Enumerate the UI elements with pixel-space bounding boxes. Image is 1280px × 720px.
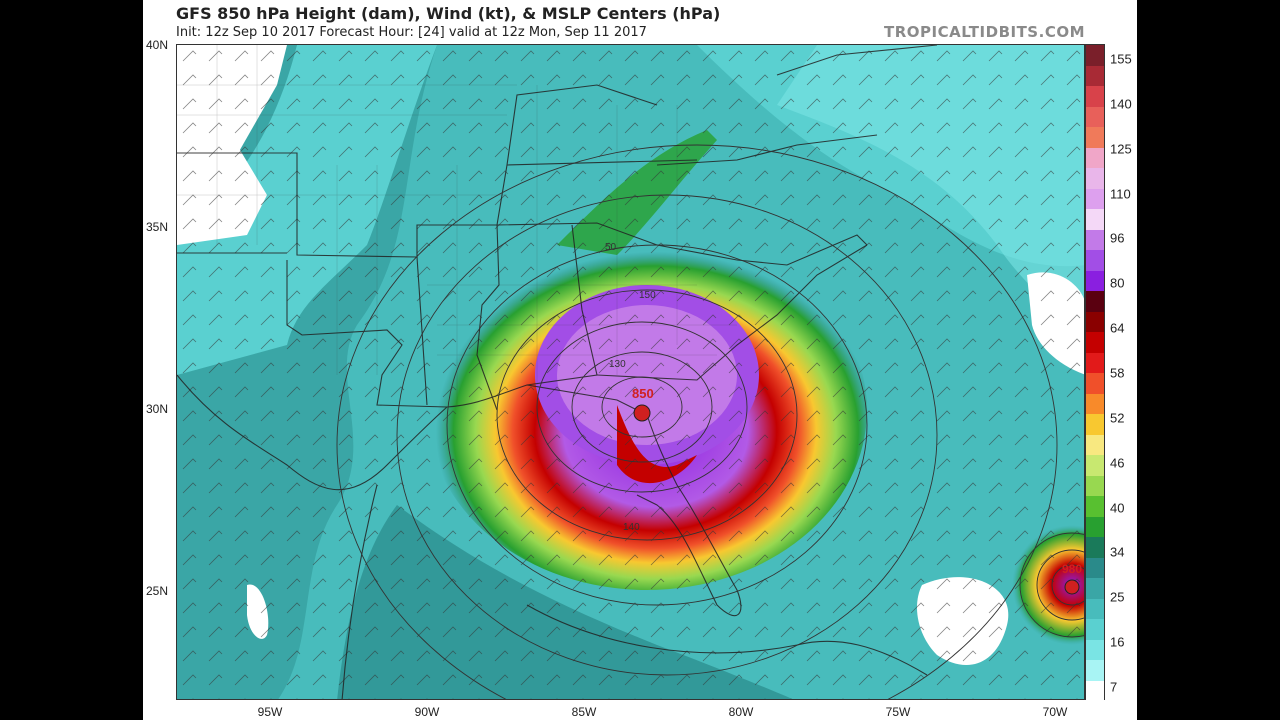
colorbar-swatch [1086, 250, 1104, 271]
colorbar-tick-label: 52 [1110, 410, 1125, 426]
lat-label-30n: 30N [146, 402, 169, 416]
colorbar-swatch [1086, 373, 1104, 394]
colorbar-tick-label: 96 [1110, 230, 1125, 246]
colorbar-swatch [1086, 516, 1104, 538]
colorbar-tick-label: 34 [1110, 544, 1125, 560]
colorbar-swatch [1086, 434, 1104, 456]
colorbar-swatch [1086, 209, 1104, 230]
contour-label: 150 [639, 290, 656, 301]
colorbar-swatch [1086, 311, 1104, 333]
brand-watermark: TROPICALTIDBITS.COM [884, 23, 1085, 41]
colorbar-swatch [1086, 537, 1104, 558]
colorbar-swatch [1086, 598, 1104, 620]
colorbar-swatch [1086, 270, 1104, 292]
colorbar-swatch [1086, 496, 1104, 517]
colorbar-tick-label: 155 [1110, 51, 1132, 67]
weather-map-svg: 130 140 850 980 50 150 [177, 45, 1084, 699]
wind-colorbar [1085, 44, 1105, 702]
storm-center-marker [1064, 579, 1080, 595]
colorbar-swatch [1086, 86, 1104, 107]
colorbar-swatch [1086, 352, 1104, 374]
contour-label: 140 [623, 522, 640, 533]
colorbar-tick-label: 80 [1110, 275, 1125, 291]
colorbar-swatch [1086, 639, 1104, 661]
lon-label-85w: 85W [571, 705, 597, 719]
colorbar-swatch [1086, 557, 1104, 579]
colorbar-tick-label: 64 [1110, 320, 1125, 336]
colorbar-tick-label: 46 [1110, 455, 1125, 471]
colorbar-swatch [1086, 475, 1104, 497]
contour-label: 50 [605, 242, 617, 253]
contour-label: 130 [609, 359, 626, 370]
colorbar-swatch [1086, 188, 1104, 210]
lon-label-95w: 95W [257, 705, 283, 719]
colorbar-tick-label: 125 [1110, 141, 1132, 157]
lon-label-80w: 80W [728, 705, 754, 719]
colorbar-tick-label: 16 [1110, 634, 1125, 650]
colorbar-swatch [1086, 332, 1104, 353]
colorbar-swatch [1086, 147, 1104, 169]
colorbar-swatch [1086, 106, 1104, 128]
colorbar-tick-label: 40 [1110, 500, 1125, 516]
pressure-label: 980 [1062, 562, 1082, 576]
colorbar-swatch [1086, 393, 1104, 415]
colorbar-swatch [1086, 680, 1104, 702]
lon-label-90w: 90W [414, 705, 440, 719]
chart-subtitle: Init: 12z Sep 10 2017 Forecast Hour: [24… [176, 25, 647, 40]
colorbar-tick-label: 25 [1110, 589, 1125, 605]
colorbar-swatch [1086, 45, 1104, 66]
colorbar-swatch [1086, 168, 1104, 189]
colorbar-swatch [1086, 65, 1104, 87]
colorbar-tick-label: 140 [1110, 96, 1132, 112]
storm-center-marker [633, 404, 651, 422]
colorbar-swatch [1086, 578, 1104, 599]
lat-label-25n: 25N [146, 584, 169, 598]
colorbar-tick-label: 110 [1110, 186, 1131, 202]
colorbar-tick-label: 7 [1110, 679, 1118, 695]
colorbar-swatch [1086, 660, 1104, 681]
colorbar-swatch [1086, 229, 1104, 251]
chart-title: GFS 850 hPa Height (dam), Wind (kt), & M… [176, 4, 721, 23]
colorbar-swatch [1086, 291, 1104, 312]
lat-label-40n: 40N [146, 38, 169, 52]
colorbar-swatch [1086, 455, 1104, 476]
lon-label-70w: 70W [1042, 705, 1068, 719]
weather-map: 130 140 850 980 50 150 [176, 44, 1085, 700]
colorbar-swatch [1086, 127, 1104, 148]
colorbar-tick-label: 58 [1110, 365, 1125, 381]
colorbar-swatch [1086, 619, 1104, 640]
colorbar-swatch [1086, 414, 1104, 435]
lat-label-35n: 35N [146, 220, 169, 234]
lon-label-75w: 75W [885, 705, 911, 719]
pressure-label: 850 [632, 386, 654, 401]
